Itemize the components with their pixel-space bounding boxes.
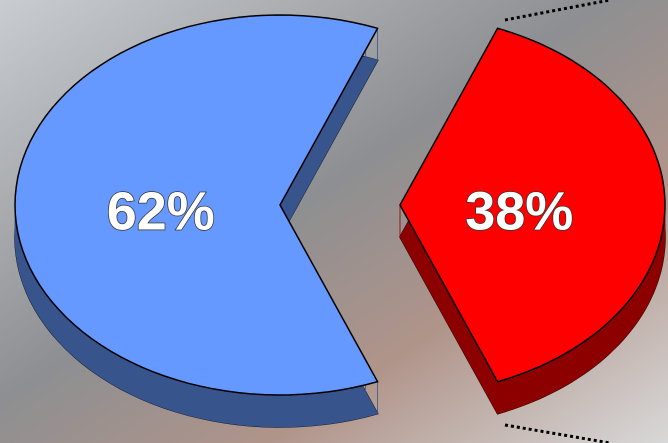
- slice: [399, 27, 666, 383]
- data-label: 38%: [465, 181, 573, 241]
- slice: [14, 14, 379, 396]
- data-label: 62%: [107, 181, 215, 241]
- pie: 62% 38%: [14, 14, 666, 428]
